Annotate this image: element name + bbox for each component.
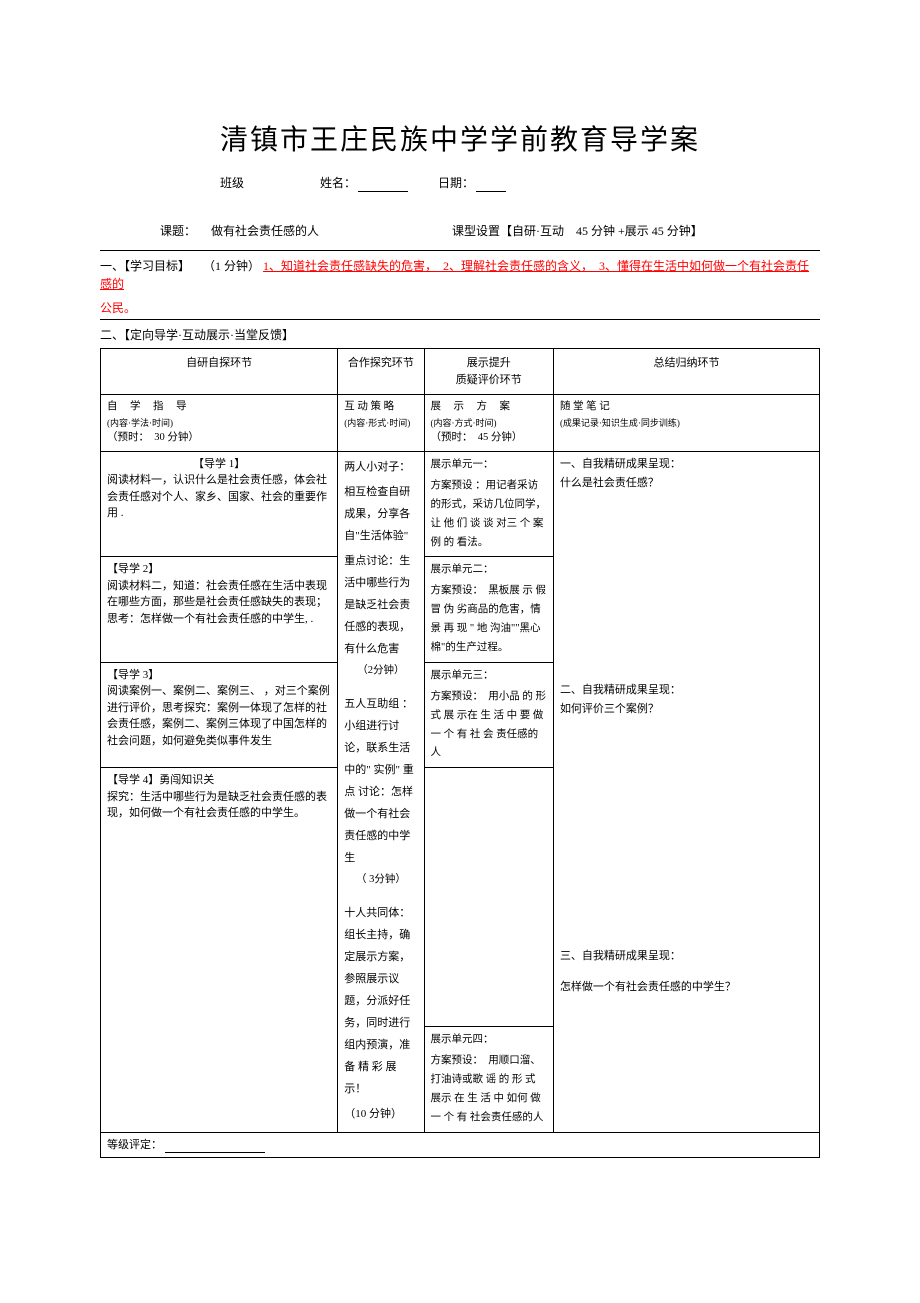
sub-c1-s: (内容·学法·时间) xyxy=(107,416,331,430)
topic-value: 做有社会责任感的人 xyxy=(211,224,319,238)
section-1-time: （1 分钟） xyxy=(203,259,260,273)
date-blank xyxy=(476,178,506,192)
sub-c4-t: 随 堂 笔 记 xyxy=(560,399,813,416)
header-c4: 总结归纳环节 xyxy=(553,349,819,395)
sub-c2-t: 互 动 策 略 xyxy=(344,399,417,416)
name-label: 姓名： xyxy=(320,176,356,190)
guide3-label: 【导学 3】 xyxy=(107,667,331,684)
show-u4: 方案预设： 用顺口溜、打油诗或歌 谣 的 形 式 展示 在 生 活 中 如何 做… xyxy=(431,1052,547,1128)
cell-coop: 两人小对子： 相互检查自研成果，分享各自"生活体验" 重点讨论：生活中哪些行为是… xyxy=(338,451,424,1132)
objectives-tail: 公民。 xyxy=(100,299,820,317)
subheader-c2: 互 动 策 略 (内容·形式·时间) xyxy=(338,395,424,452)
guide1-label: 【导学 1】 xyxy=(107,456,331,473)
summary-s2-h: 二、自我精研成果呈现： xyxy=(560,682,813,699)
sub-c3-s2: （预时： 45 分钟） xyxy=(431,430,547,447)
guide3-body: 阅读案例一、案例二、案例三、 ，对三个案例进行评价，思考探究：案例一体现了怎样的… xyxy=(107,683,331,749)
show-u3-h: 展示单元三： xyxy=(431,667,547,686)
name-blank xyxy=(358,178,408,192)
date-label: 日期： xyxy=(438,176,474,190)
summary-s3: 怎样做一个有社会责任感的中学生？ xyxy=(560,979,813,996)
subheader-c3: 展 示 方 案 (内容·方式·时间) （预时： 45 分钟） xyxy=(424,395,553,452)
divider-2 xyxy=(100,319,820,320)
coop-p1b: 相互检查自研成果，分享各自"生活体验" xyxy=(344,481,417,547)
subheader-c4: 随 堂 笔 记 (成果记录·知识生成·同步训练) xyxy=(553,395,819,452)
summary-s1: 什么是社会责任感？ xyxy=(560,475,813,492)
coop-p2t: （ 3分钟） xyxy=(344,872,417,889)
sub-c4-s: (成果记录·知识生成·同步训练) xyxy=(560,416,813,430)
divider-1 xyxy=(100,250,820,251)
section-2-heading: 二、【定向导学·互动展示·当堂反馈】 xyxy=(100,326,820,344)
cell-guide2: 【导学 2】 阅读材料二，知道：社会责任感在生活中表现在哪些方面，那些是社会责任… xyxy=(101,557,338,662)
show-u3: 方案预设： 用小品 的 形 式 展 示在 生 活 中 要 做一 个 有 社 会 … xyxy=(431,688,547,764)
header-c1: 自研自探环节 xyxy=(101,349,338,395)
course-type: 课型设置【自研·互动 45 分钟 +展示 45 分钟】 xyxy=(452,222,703,240)
cell-guide4: 【导学 4】勇闯知识关 探究：生活中哪些行为是缺乏社会责任感的表现，如何做一个有… xyxy=(101,768,338,1132)
grade-label: 等级评定： xyxy=(107,1139,162,1151)
class-label: 班级 xyxy=(220,176,244,190)
topic-row: 课题： 做有社会责任感的人 课型设置【自研·互动 45 分钟 +展示 45 分钟… xyxy=(100,222,820,240)
header-c3-bot: 质疑评价环节 xyxy=(429,372,549,389)
guide4-body: 探究：生活中哪些行为是缺乏社会责任感的表现，如何做一个有社会责任感的中学生。 xyxy=(107,789,331,822)
meta-row: 班级 姓名： 日期： xyxy=(100,174,820,192)
summary-s3-h: 三、自我精研成果呈现： xyxy=(560,948,813,965)
header-c3-top: 展示提升 xyxy=(429,355,549,372)
main-table: 自研自探环节 合作探究环节 展示提升 质疑评价环节 总结归纳环节 自 学 指 导… xyxy=(100,348,820,1158)
header-c2: 合作探究环节 xyxy=(338,349,424,395)
sub-c1-t: 自 学 指 导 xyxy=(107,399,331,416)
section-1: 一、【学习目标】 （1 分钟） 1、知道社会责任感缺失的危害， 2、理解社会责任… xyxy=(100,257,820,293)
coop-p3: 十人共同体：组长主持，确定展示方案，参照展示议题，分派好任务，同时进行组内预演，… xyxy=(344,902,417,1100)
sub-c1-s2: （预时： 30 分钟） xyxy=(107,430,331,447)
guide2-label: 【导学 2】 xyxy=(107,561,331,578)
show-u4-h: 展示单元四： xyxy=(431,1031,547,1050)
coop-p2: 五人互助组 ：小组进行讨论，联系生活中的" 实例" 重 点 讨论：怎样做一个有社… xyxy=(344,693,417,869)
sub-c3-s: (内容·方式·时间) xyxy=(431,416,547,430)
table-header-row-1: 自研自探环节 合作探究环节 展示提升 质疑评价环节 总结归纳环节 xyxy=(101,349,820,395)
sub-c3-t: 展 示 方 案 xyxy=(431,399,547,416)
coop-p1t: （2分钟） xyxy=(344,663,417,680)
topic-label: 课题： xyxy=(160,224,196,238)
sub-c2-s: (内容·形式·时间) xyxy=(344,416,417,430)
coop-p3t: （10 分钟） xyxy=(344,1103,417,1125)
cell-show2: 展示单元二： 方案预设： 黑板展 示 假 冒 伪 劣商品的危害，情景 再 现 "… xyxy=(424,557,553,662)
header-c3: 展示提升 质疑评价环节 xyxy=(424,349,553,395)
cell-show1: 展示单元一： 方案预设 ：用记者采访的形式，采访几位同学，让 他 们 谈 谈 对… xyxy=(424,451,553,556)
guide2-body: 阅读材料二，知道：社会责任感在生活中表现在哪些方面，那些是社会责任感缺失的表现；… xyxy=(107,578,331,628)
cell-guide3: 【导学 3】 阅读案例一、案例二、案例三、 ，对三个案例进行评价，思考探究：案例… xyxy=(101,662,338,767)
show-u2-h: 展示单元二： xyxy=(431,561,547,580)
guide4-label: 【导学 4】勇闯知识关 xyxy=(107,772,331,789)
cell-summary: 一、自我精研成果呈现： 什么是社会责任感？ 二、自我精研成果呈现： 如何评价三个… xyxy=(553,451,819,1132)
coop-p1: 两人小对子： xyxy=(344,456,417,478)
cell-show-empty xyxy=(424,768,553,1027)
grade-line xyxy=(165,1141,265,1153)
table-row-grade: 等级评定： xyxy=(101,1132,820,1158)
table-row-guide1: 【导学 1】 阅读材料一，认识什么是社会责任感，体会社会责任感对个人、家乡、国家… xyxy=(101,451,820,556)
summary-s1-h: 一、自我精研成果呈现： xyxy=(560,456,813,473)
summary-s2: 如何评价三个案例？ xyxy=(560,701,813,718)
cell-show4: 展示单元四： 方案预设： 用顺口溜、打油诗或歌 谣 的 形 式 展示 在 生 活… xyxy=(424,1027,553,1132)
cell-guide1: 【导学 1】 阅读材料一，认识什么是社会责任感，体会社会责任感对个人、家乡、国家… xyxy=(101,451,338,556)
section-1-heading: 一、【学习目标】 xyxy=(100,259,190,273)
show-u2: 方案预设： 黑板展 示 假 冒 伪 劣商品的危害，情景 再 现 " 地 沟油""… xyxy=(431,582,547,658)
cell-show3: 展示单元三： 方案预设： 用小品 的 形 式 展 示在 生 活 中 要 做一 个… xyxy=(424,662,553,767)
show-u1: 方案预设 ：用记者采访的形式，采访几位同学，让 他 们 谈 谈 对三 个 案 例… xyxy=(431,477,547,553)
page-title: 清镇市王庄民族中学学前教育导学案 xyxy=(100,120,820,162)
coop-p1c: 重点讨论：生活中哪些行为是缺乏社会责任感的表现，有什么危害 xyxy=(344,550,417,660)
cell-grade: 等级评定： xyxy=(101,1132,820,1158)
guide1-body: 阅读材料一，认识什么是社会责任感，体会社会责任感对个人、家乡、国家、社会的重要作… xyxy=(107,472,331,522)
subheader-c1: 自 学 指 导 (内容·学法·时间) （预时： 30 分钟） xyxy=(101,395,338,452)
table-header-row-2: 自 学 指 导 (内容·学法·时间) （预时： 30 分钟） 互 动 策 略 (… xyxy=(101,395,820,452)
show-u1-h: 展示单元一： xyxy=(431,456,547,475)
